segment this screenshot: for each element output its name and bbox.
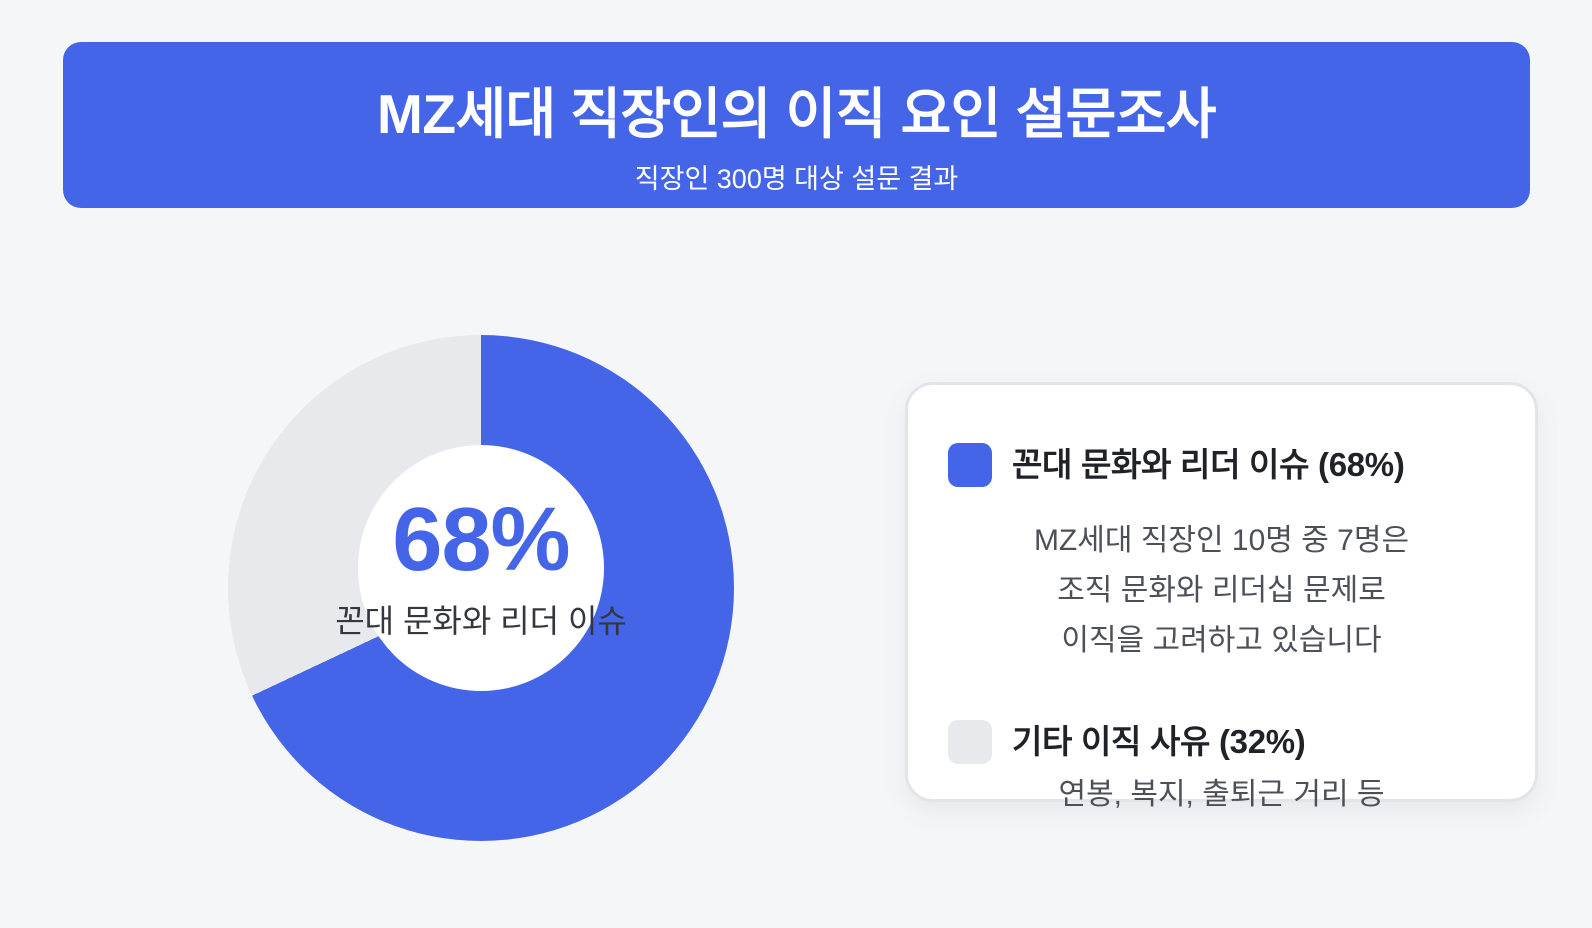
header-banner: MZ세대 직장인의 이직 요인 설문조사 직장인 300명 대상 설문 결과 — [63, 42, 1530, 208]
legend-swatch-blue-icon — [948, 443, 992, 487]
description-line: 연봉, 복지, 출퇴근 거리 등 — [1058, 778, 1385, 811]
donut-hole: 68% 꼰대 문화와 리더 이슈 — [335, 445, 627, 691]
donut-center-label: 꼰대 문화와 리더 이슈 — [335, 603, 627, 640]
legend-item-other-reasons: 기타 이직 사유 (32%) — [948, 720, 1306, 764]
description-line: 조직 문화와 리더십 문제로 — [1057, 574, 1386, 607]
page-title: MZ세대 직장인의 이직 요인 설문조사 — [377, 82, 1216, 145]
donut-center-value: 68% — [392, 490, 570, 591]
legend-card: 꼰대 문화와 리더 이슈 (68%) MZ세대 직장인 10명 중 7명은 조직… — [905, 382, 1538, 811]
legend-item-description: MZ세대 직장인 10명 중 7명은 조직 문화와 리더십 문제로 이직을 고려… — [908, 516, 1535, 666]
legend-item-culture-leader: 꼰대 문화와 리더 이슈 (68%) — [948, 443, 1405, 487]
legend-item-description: 연봉, 복지, 출퇴근 거리 등 — [908, 775, 1535, 815]
legend-item-title: 꼰대 문화와 리더 이슈 (68%) — [1012, 446, 1405, 484]
description-line: MZ세대 직장인 10명 중 7명은 — [1033, 524, 1410, 557]
legend-swatch-gray-icon — [948, 720, 992, 764]
page-subtitle: 직장인 300명 대상 설문 결과 — [634, 164, 959, 195]
legend-item-title: 기타 이직 사유 (32%) — [1012, 723, 1306, 761]
donut-chart: 68% 꼰대 문화와 리더 이슈 — [228, 335, 734, 841]
description-line: 이직을 고려하고 있습니다 — [1061, 624, 1382, 657]
